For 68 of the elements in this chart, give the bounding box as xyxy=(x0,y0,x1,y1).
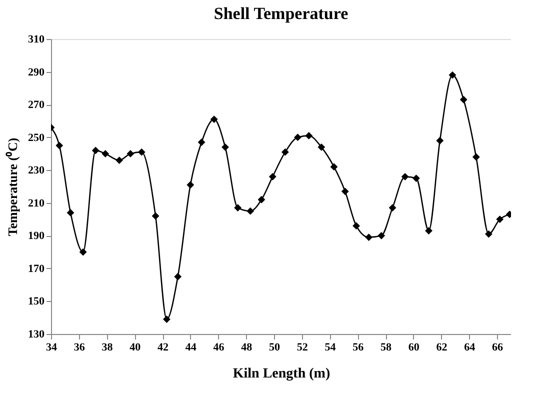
x-tick-label: 38 xyxy=(102,342,114,354)
x-tick-label: 58 xyxy=(380,342,392,354)
y-tick-label: 250 xyxy=(28,132,45,144)
point xyxy=(198,138,206,146)
point xyxy=(425,227,432,234)
x-tick-label: 56 xyxy=(352,342,364,354)
point xyxy=(496,216,504,223)
point xyxy=(186,181,194,189)
point xyxy=(162,316,170,323)
point xyxy=(102,150,110,158)
x-tick-label: 42 xyxy=(158,342,170,354)
x-tick-label: 46 xyxy=(213,342,225,354)
y-tick-label: 290 xyxy=(28,66,45,78)
y-tick-label: 130 xyxy=(28,328,45,340)
y-tick-label: 270 xyxy=(28,99,45,112)
point xyxy=(484,230,492,238)
point xyxy=(116,156,124,164)
chart-title: Shell Temperature xyxy=(214,4,349,23)
point xyxy=(222,143,229,151)
x-tick-label: 54 xyxy=(324,342,336,354)
point xyxy=(330,163,338,171)
point xyxy=(174,272,182,280)
y-tick-label: 150 xyxy=(28,296,45,308)
x-tick-label: 44 xyxy=(185,342,197,354)
point xyxy=(412,174,420,182)
point xyxy=(281,148,289,156)
point xyxy=(210,116,218,124)
point xyxy=(388,204,396,212)
x-tick-label: 64 xyxy=(464,342,476,354)
point xyxy=(56,142,64,150)
x-tick-label: 52 xyxy=(296,342,308,354)
point xyxy=(472,153,480,161)
y-tick-label: 190 xyxy=(28,230,45,242)
point xyxy=(79,248,87,256)
x-tick-label: 60 xyxy=(408,342,420,354)
x-tick-label: 34 xyxy=(46,342,58,354)
point xyxy=(436,136,444,144)
x-tick-label: 66 xyxy=(492,342,504,354)
point xyxy=(234,204,242,212)
x-tick-label: 40 xyxy=(130,342,142,354)
x-tick-label: 50 xyxy=(269,342,281,354)
point xyxy=(341,188,349,196)
point xyxy=(448,71,456,79)
y-tick-label: 230 xyxy=(28,164,45,177)
point xyxy=(66,209,74,216)
y-axis-title: Temperature (⁰C) xyxy=(5,138,20,236)
y-tick-label: 210 xyxy=(28,197,45,210)
point xyxy=(305,132,313,140)
point xyxy=(126,150,134,158)
point xyxy=(318,143,326,151)
point xyxy=(268,172,276,180)
y-tick-label: 170 xyxy=(28,262,45,275)
x-axis-title: Kiln Length (m) xyxy=(232,366,330,382)
point xyxy=(294,134,302,142)
point xyxy=(152,212,160,220)
x-tick-label: 36 xyxy=(74,342,86,354)
point xyxy=(246,207,254,215)
point xyxy=(138,148,146,156)
point xyxy=(92,146,100,154)
point xyxy=(352,222,360,230)
point xyxy=(401,172,409,180)
point xyxy=(460,96,468,104)
y-tick-label: 310 xyxy=(28,34,45,46)
point xyxy=(378,232,386,240)
point xyxy=(258,196,266,204)
point xyxy=(365,234,373,242)
x-tick-label: 62 xyxy=(436,342,448,354)
x-tick-label: 48 xyxy=(241,342,253,354)
